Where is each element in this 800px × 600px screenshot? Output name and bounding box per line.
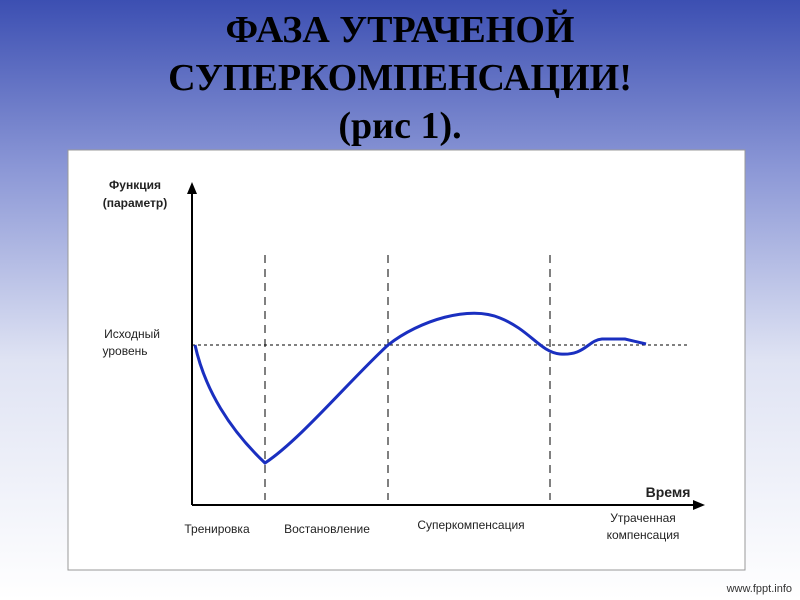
phase-label: Суперкомпенсация — [417, 518, 524, 532]
baseline-label: уровень — [102, 344, 147, 358]
slide-title: ФАЗА УТРАЧЕНОЙ СУПЕРКОМПЕНСАЦИИ! (рис 1)… — [0, 6, 800, 150]
title-line: ФАЗА УТРАЧЕНОЙ — [225, 9, 575, 51]
curve — [193, 311, 647, 465]
y-axis-arrow — [187, 182, 197, 194]
phase-label: компенсация — [607, 528, 680, 542]
footer: www.fppt.info — [726, 583, 792, 595]
title-line: СУПЕРКОМПЕНСАЦИИ! — [168, 57, 632, 99]
x-axis-label: Время — [646, 484, 691, 500]
phase-label: Утраченная — [610, 511, 676, 525]
y-axis-label: (параметр) — [103, 196, 168, 210]
diagram-panel — [67, 149, 746, 571]
phase-label: Востановление — [284, 522, 370, 536]
title-line: (рис 1). — [338, 105, 462, 147]
y-axis-label: Функция — [109, 178, 161, 192]
phase-label: Тренировка — [184, 522, 250, 536]
x-axis-arrow — [693, 500, 705, 510]
baseline-label: Исходный — [104, 327, 160, 341]
